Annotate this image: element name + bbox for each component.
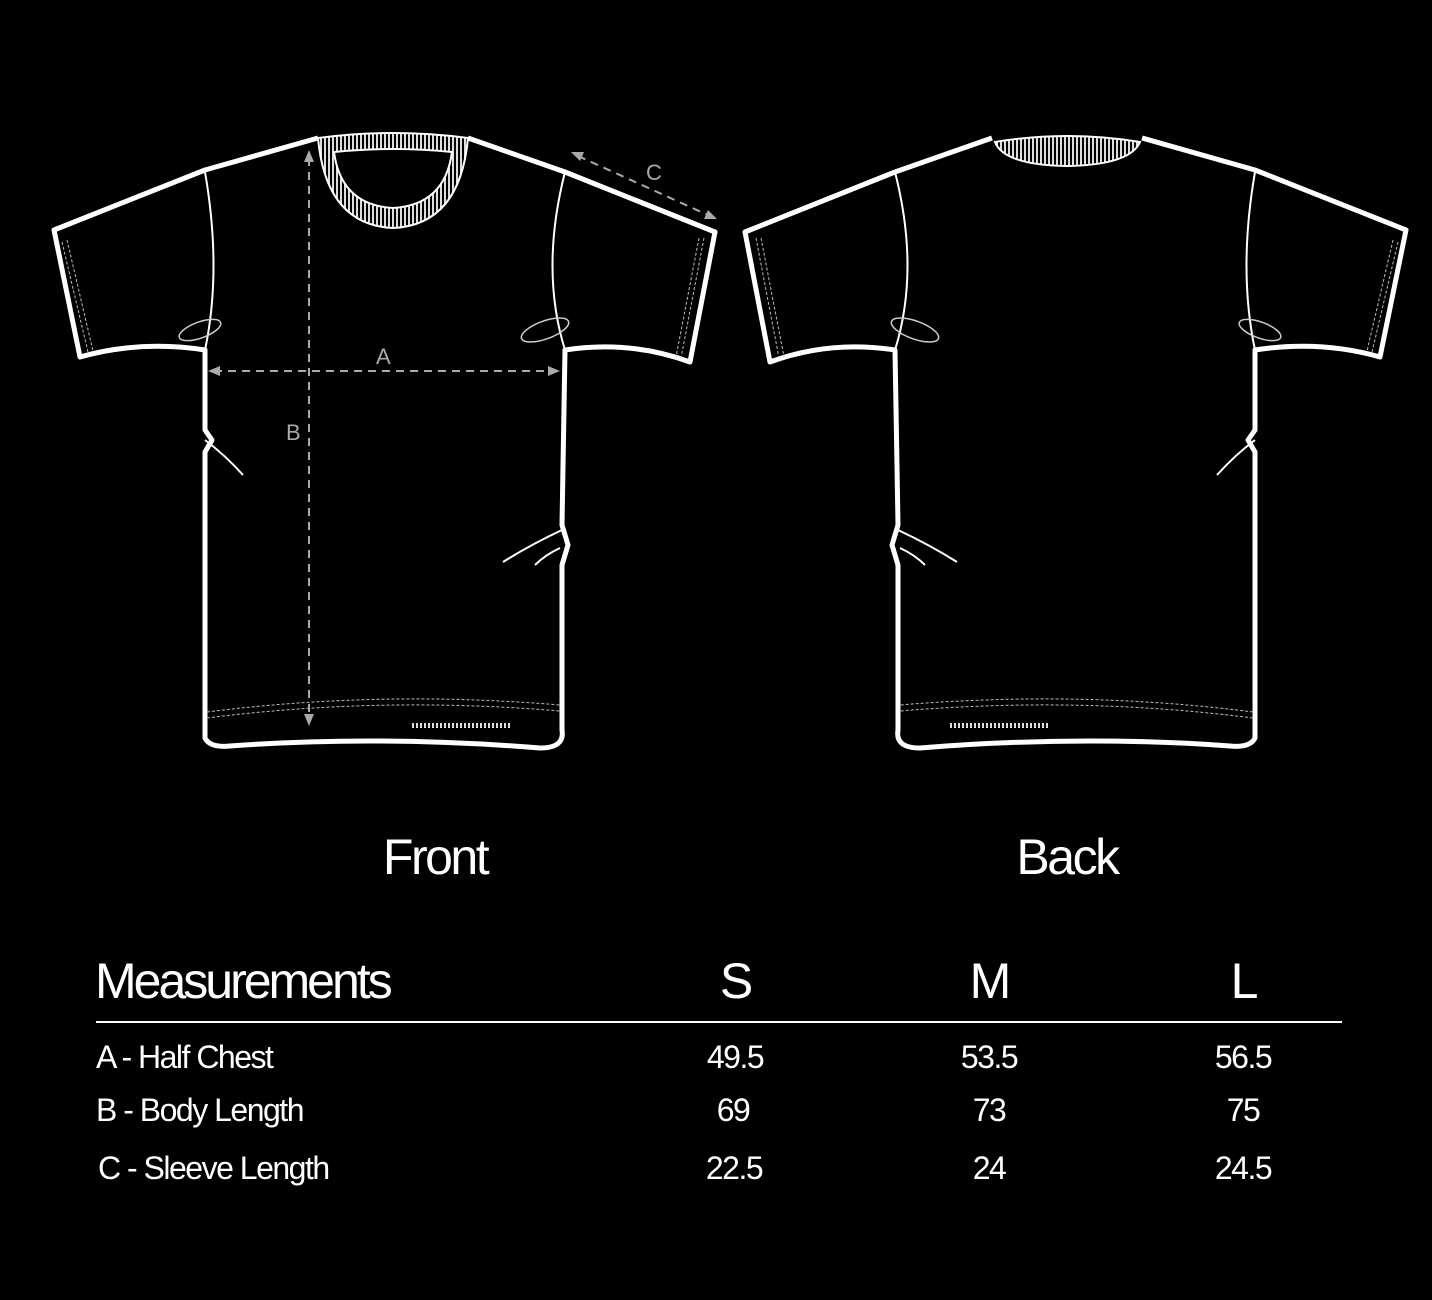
row-value-m: 73 [972,1092,1007,1128]
row-value-s: 69 [716,1092,751,1128]
row-value-l: 24.5 [1214,1150,1273,1186]
back-collar [993,135,1142,168]
back-shirt [745,135,1406,748]
shirt-diagrams: A B C [0,132,1432,800]
row-value-s: 22.5 [705,1150,764,1186]
front-shirt: A B C [54,132,717,748]
marker-a: A [376,344,391,369]
dimension-b [304,150,314,726]
row-label: A - Half Chest [96,1039,274,1075]
size-header-m: M [969,953,1012,1009]
table-header-measurements: Measurements [95,953,393,1009]
row-value-m: 24 [972,1150,1007,1186]
row-value-m: 53.5 [960,1039,1019,1075]
header-divider [96,1021,1342,1023]
dimension-c [571,152,717,219]
marker-c: C [646,160,662,185]
size-header-s: S [719,953,753,1009]
row-value-s: 49.5 [706,1039,765,1075]
row-label: C - Sleeve Length [98,1150,330,1186]
back-label: Back [1016,829,1120,885]
row-value-l: 56.5 [1214,1039,1273,1075]
dimension-a [208,366,560,376]
front-collar [316,132,470,230]
front-label: Front [382,829,490,885]
marker-b: B [286,420,301,445]
row-label: B - Body Length [96,1092,304,1128]
size-header-l: L [1230,953,1259,1009]
row-value-l: 75 [1226,1092,1261,1128]
